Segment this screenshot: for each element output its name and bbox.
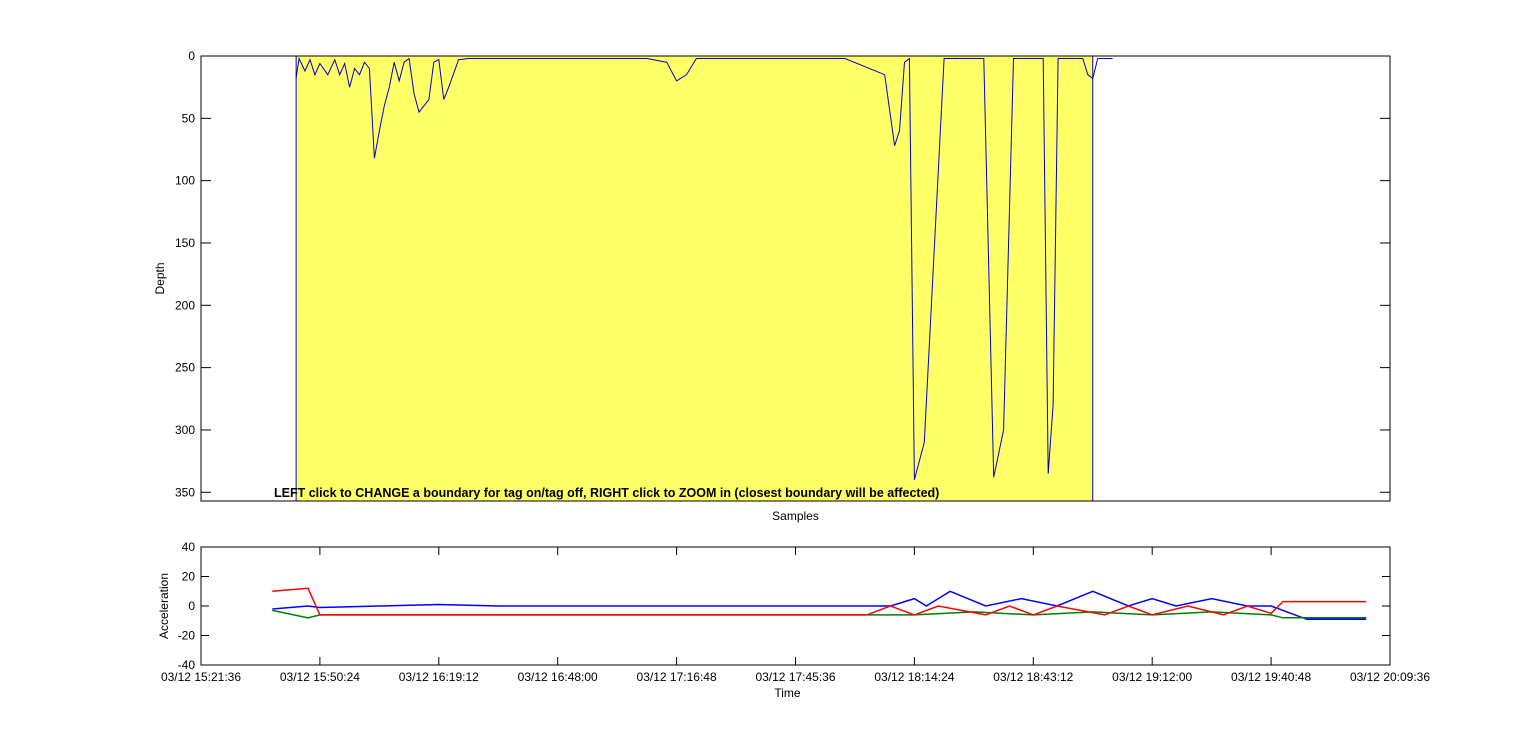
acceleration-y-tick-label: 0 bbox=[188, 599, 195, 613]
time-x-tick-label: 03/12 16:48:00 bbox=[518, 670, 598, 684]
time-x-ticks: 03/12 15:21:36 03/12 15:50:24 03/12 16:19:… bbox=[161, 547, 1430, 684]
time-x-tick-label: 03/12 18:43:12 bbox=[993, 670, 1073, 684]
acceleration-y-tick-label: -40 bbox=[178, 658, 196, 672]
time-x-tick-label: 03/12 16:19:12 bbox=[399, 670, 479, 684]
depth-y-tick-label: 50 bbox=[182, 111, 196, 125]
depth-axes[interactable]: 0 50 100 150 200 250 300 350 LEFT click to CHAN… bbox=[153, 49, 1391, 523]
depth-y-tick-label: 0 bbox=[188, 49, 195, 63]
acceleration-y-tick-label: 20 bbox=[182, 570, 196, 584]
acceleration-y-ticks: 40 20 0 -20 -40 bbox=[178, 540, 1390, 672]
depth-trace bbox=[295, 56, 1113, 480]
time-x-tick-label: 03/12 15:50:24 bbox=[280, 670, 360, 684]
depth-y-ticks: 0 50 100 150 200 250 300 350 bbox=[175, 49, 1390, 499]
acceleration-y-tick-label: -20 bbox=[178, 629, 196, 643]
acceleration-y-tick-label: 40 bbox=[182, 540, 196, 554]
time-x-tick-label: 03/12 17:45:36 bbox=[755, 670, 835, 684]
depth-y-tick-label: 300 bbox=[175, 423, 195, 437]
acceleration-series-group bbox=[272, 587, 1367, 621]
tag-on-region[interactable] bbox=[295, 55, 1094, 502]
time-x-tick-label: 03/12 19:12:00 bbox=[1112, 670, 1192, 684]
depth-x-axis-label: Samples bbox=[772, 509, 819, 523]
time-x-tick-label: 03/12 18:14:24 bbox=[874, 670, 954, 684]
instruction-text: LEFT click to CHANGE a boundary for tag … bbox=[274, 486, 939, 500]
depth-y-axis-label: Depth bbox=[153, 262, 167, 294]
acceleration-series-acc_x bbox=[272, 590, 1367, 621]
acceleration-y-axis-label: Acceleration bbox=[157, 573, 171, 639]
depth-y-tick-label: 350 bbox=[175, 485, 195, 499]
acceleration-axes-frame bbox=[200, 546, 1391, 666]
depth-y-tick-label: 250 bbox=[175, 361, 195, 375]
depth-y-tick-label: 200 bbox=[175, 298, 195, 312]
time-x-tick-label: 03/12 20:09:36 bbox=[1350, 670, 1430, 684]
depth-y-tick-label: 150 bbox=[175, 236, 195, 250]
time-x-tick-label: 03/12 17:16:48 bbox=[637, 670, 717, 684]
time-x-tick-label: 03/12 15:21:36 bbox=[161, 670, 241, 684]
acceleration-series-acc_z bbox=[272, 587, 1367, 616]
depth-axes-frame bbox=[200, 55, 1391, 502]
time-x-tick-label: 03/12 19:40:48 bbox=[1231, 670, 1311, 684]
time-x-axis-label: Time bbox=[774, 686, 801, 700]
acceleration-axes[interactable]: 40 20 0 -20 -40 03/12 15:21:36 03/12 15:50:24… bbox=[157, 540, 1430, 700]
depth-y-tick-label: 100 bbox=[175, 174, 195, 188]
